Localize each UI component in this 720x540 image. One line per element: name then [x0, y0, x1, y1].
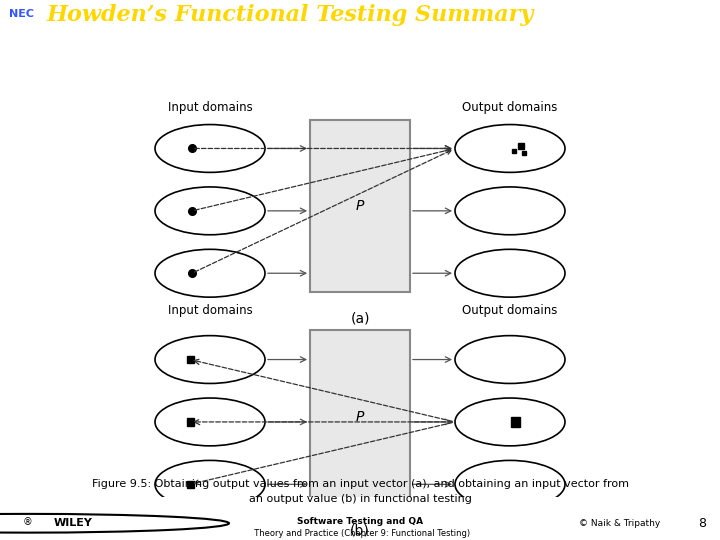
Text: © Naik & Tripathy: © Naik & Tripathy: [579, 519, 660, 528]
Text: Howden’s Functional Testing Summary: Howden’s Functional Testing Summary: [47, 4, 534, 26]
Text: WILEY: WILEY: [54, 518, 93, 528]
Text: (a): (a): [350, 312, 370, 326]
Text: Theory and Practice (Chapter 9: Functional Testing): Theory and Practice (Chapter 9: Function…: [249, 530, 471, 538]
Bar: [310, 330, 410, 503]
Text: P: P: [356, 410, 364, 424]
Text: University of: University of: [675, 4, 710, 9]
Text: Input domains: Input domains: [168, 101, 253, 114]
Bar: [510, 417, 520, 427]
Text: Waterloo: Waterloo: [675, 17, 713, 25]
Text: (b): (b): [350, 524, 370, 538]
Text: Empowered by innovation: Empowered by innovation: [9, 31, 73, 36]
Bar: [186, 481, 194, 488]
Bar: [186, 356, 194, 363]
Bar: [310, 120, 410, 292]
Bar: [186, 418, 194, 426]
Text: Software Testing and QA: Software Testing and QA: [297, 517, 423, 526]
Text: Figure 9.5: Obtaining output values from an input vector (a), and obtaining an i: Figure 9.5: Obtaining output values from…: [91, 480, 629, 489]
Text: an output value (b) in functional testing: an output value (b) in functional testin…: [248, 494, 472, 504]
Text: 8: 8: [698, 517, 706, 530]
Text: Output domains: Output domains: [462, 304, 558, 317]
Text: ®: ®: [22, 518, 32, 528]
Text: P: P: [356, 199, 364, 213]
Text: NEC: NEC: [9, 9, 34, 19]
Text: Input domains: Input domains: [168, 304, 253, 317]
Text: Output domains: Output domains: [462, 101, 558, 114]
